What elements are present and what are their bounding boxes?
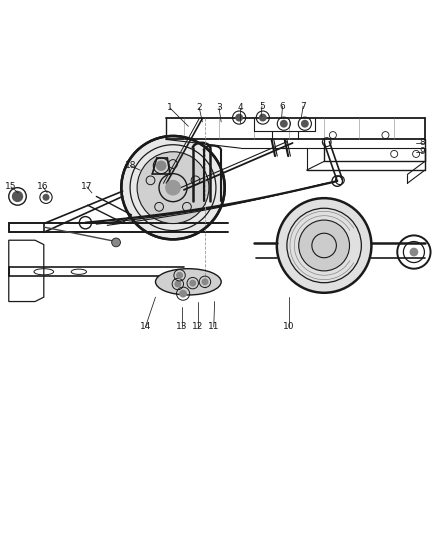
Circle shape [176, 272, 183, 279]
Circle shape [174, 280, 181, 287]
Text: 7: 7 [300, 102, 306, 111]
Text: 18: 18 [125, 161, 136, 170]
Circle shape [165, 180, 181, 196]
Text: 15: 15 [5, 182, 17, 191]
Circle shape [201, 278, 208, 285]
Circle shape [301, 120, 309, 128]
Text: 17: 17 [81, 182, 92, 191]
Circle shape [299, 220, 350, 271]
Text: 14: 14 [140, 322, 151, 332]
Text: 3: 3 [216, 103, 222, 112]
Text: 4: 4 [237, 103, 243, 112]
Circle shape [280, 120, 288, 128]
Circle shape [112, 238, 120, 247]
Text: 9: 9 [420, 147, 426, 156]
Text: 6: 6 [279, 102, 286, 111]
Circle shape [277, 198, 371, 293]
Circle shape [121, 136, 225, 239]
Circle shape [410, 248, 418, 256]
Text: 11: 11 [208, 322, 219, 332]
Text: 2: 2 [197, 103, 202, 112]
Text: 10: 10 [283, 322, 295, 332]
Circle shape [189, 280, 196, 287]
Circle shape [12, 191, 23, 202]
Circle shape [156, 160, 166, 171]
Circle shape [179, 290, 187, 297]
Circle shape [42, 194, 49, 201]
Ellipse shape [155, 269, 221, 295]
Circle shape [137, 152, 209, 223]
Circle shape [235, 114, 243, 122]
Text: 5: 5 [259, 102, 265, 111]
Text: 16: 16 [37, 182, 49, 191]
Text: 12: 12 [192, 322, 204, 332]
Text: 1: 1 [167, 103, 173, 112]
Circle shape [259, 114, 267, 122]
Text: 13: 13 [176, 322, 187, 332]
Text: 8: 8 [420, 139, 426, 148]
